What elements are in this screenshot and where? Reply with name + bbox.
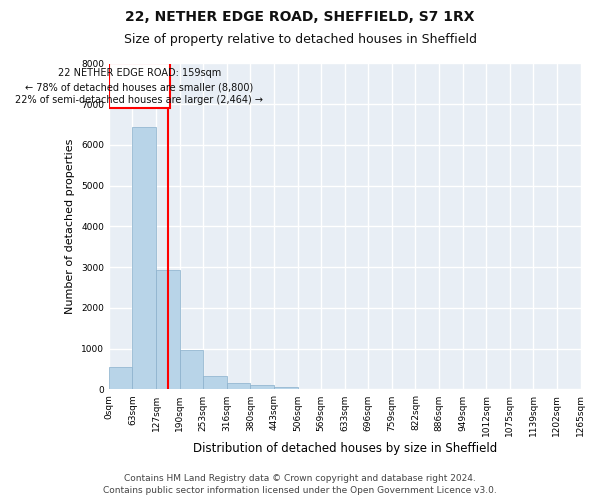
Text: 22% of semi-detached houses are larger (2,464) →: 22% of semi-detached houses are larger (… bbox=[16, 94, 263, 104]
Bar bbox=[227, 383, 250, 390]
X-axis label: Distribution of detached houses by size in Sheffield: Distribution of detached houses by size … bbox=[193, 442, 497, 455]
Text: 22 NETHER EDGE ROAD: 159sqm: 22 NETHER EDGE ROAD: 159sqm bbox=[58, 68, 221, 78]
Bar bbox=[156, 270, 179, 390]
Text: ← 78% of detached houses are smaller (8,800): ← 78% of detached houses are smaller (8,… bbox=[25, 82, 254, 92]
Bar bbox=[179, 350, 203, 390]
Bar bbox=[109, 64, 170, 108]
Text: Contains HM Land Registry data © Crown copyright and database right 2024.
Contai: Contains HM Land Registry data © Crown c… bbox=[103, 474, 497, 495]
Text: Size of property relative to detached houses in Sheffield: Size of property relative to detached ho… bbox=[124, 32, 476, 46]
Text: 22, NETHER EDGE ROAD, SHEFFIELD, S7 1RX: 22, NETHER EDGE ROAD, SHEFFIELD, S7 1RX bbox=[125, 10, 475, 24]
Bar bbox=[250, 386, 274, 390]
Bar bbox=[133, 128, 156, 390]
Y-axis label: Number of detached properties: Number of detached properties bbox=[65, 139, 76, 314]
Bar bbox=[274, 387, 298, 390]
Bar bbox=[109, 367, 133, 390]
Bar bbox=[203, 376, 227, 390]
